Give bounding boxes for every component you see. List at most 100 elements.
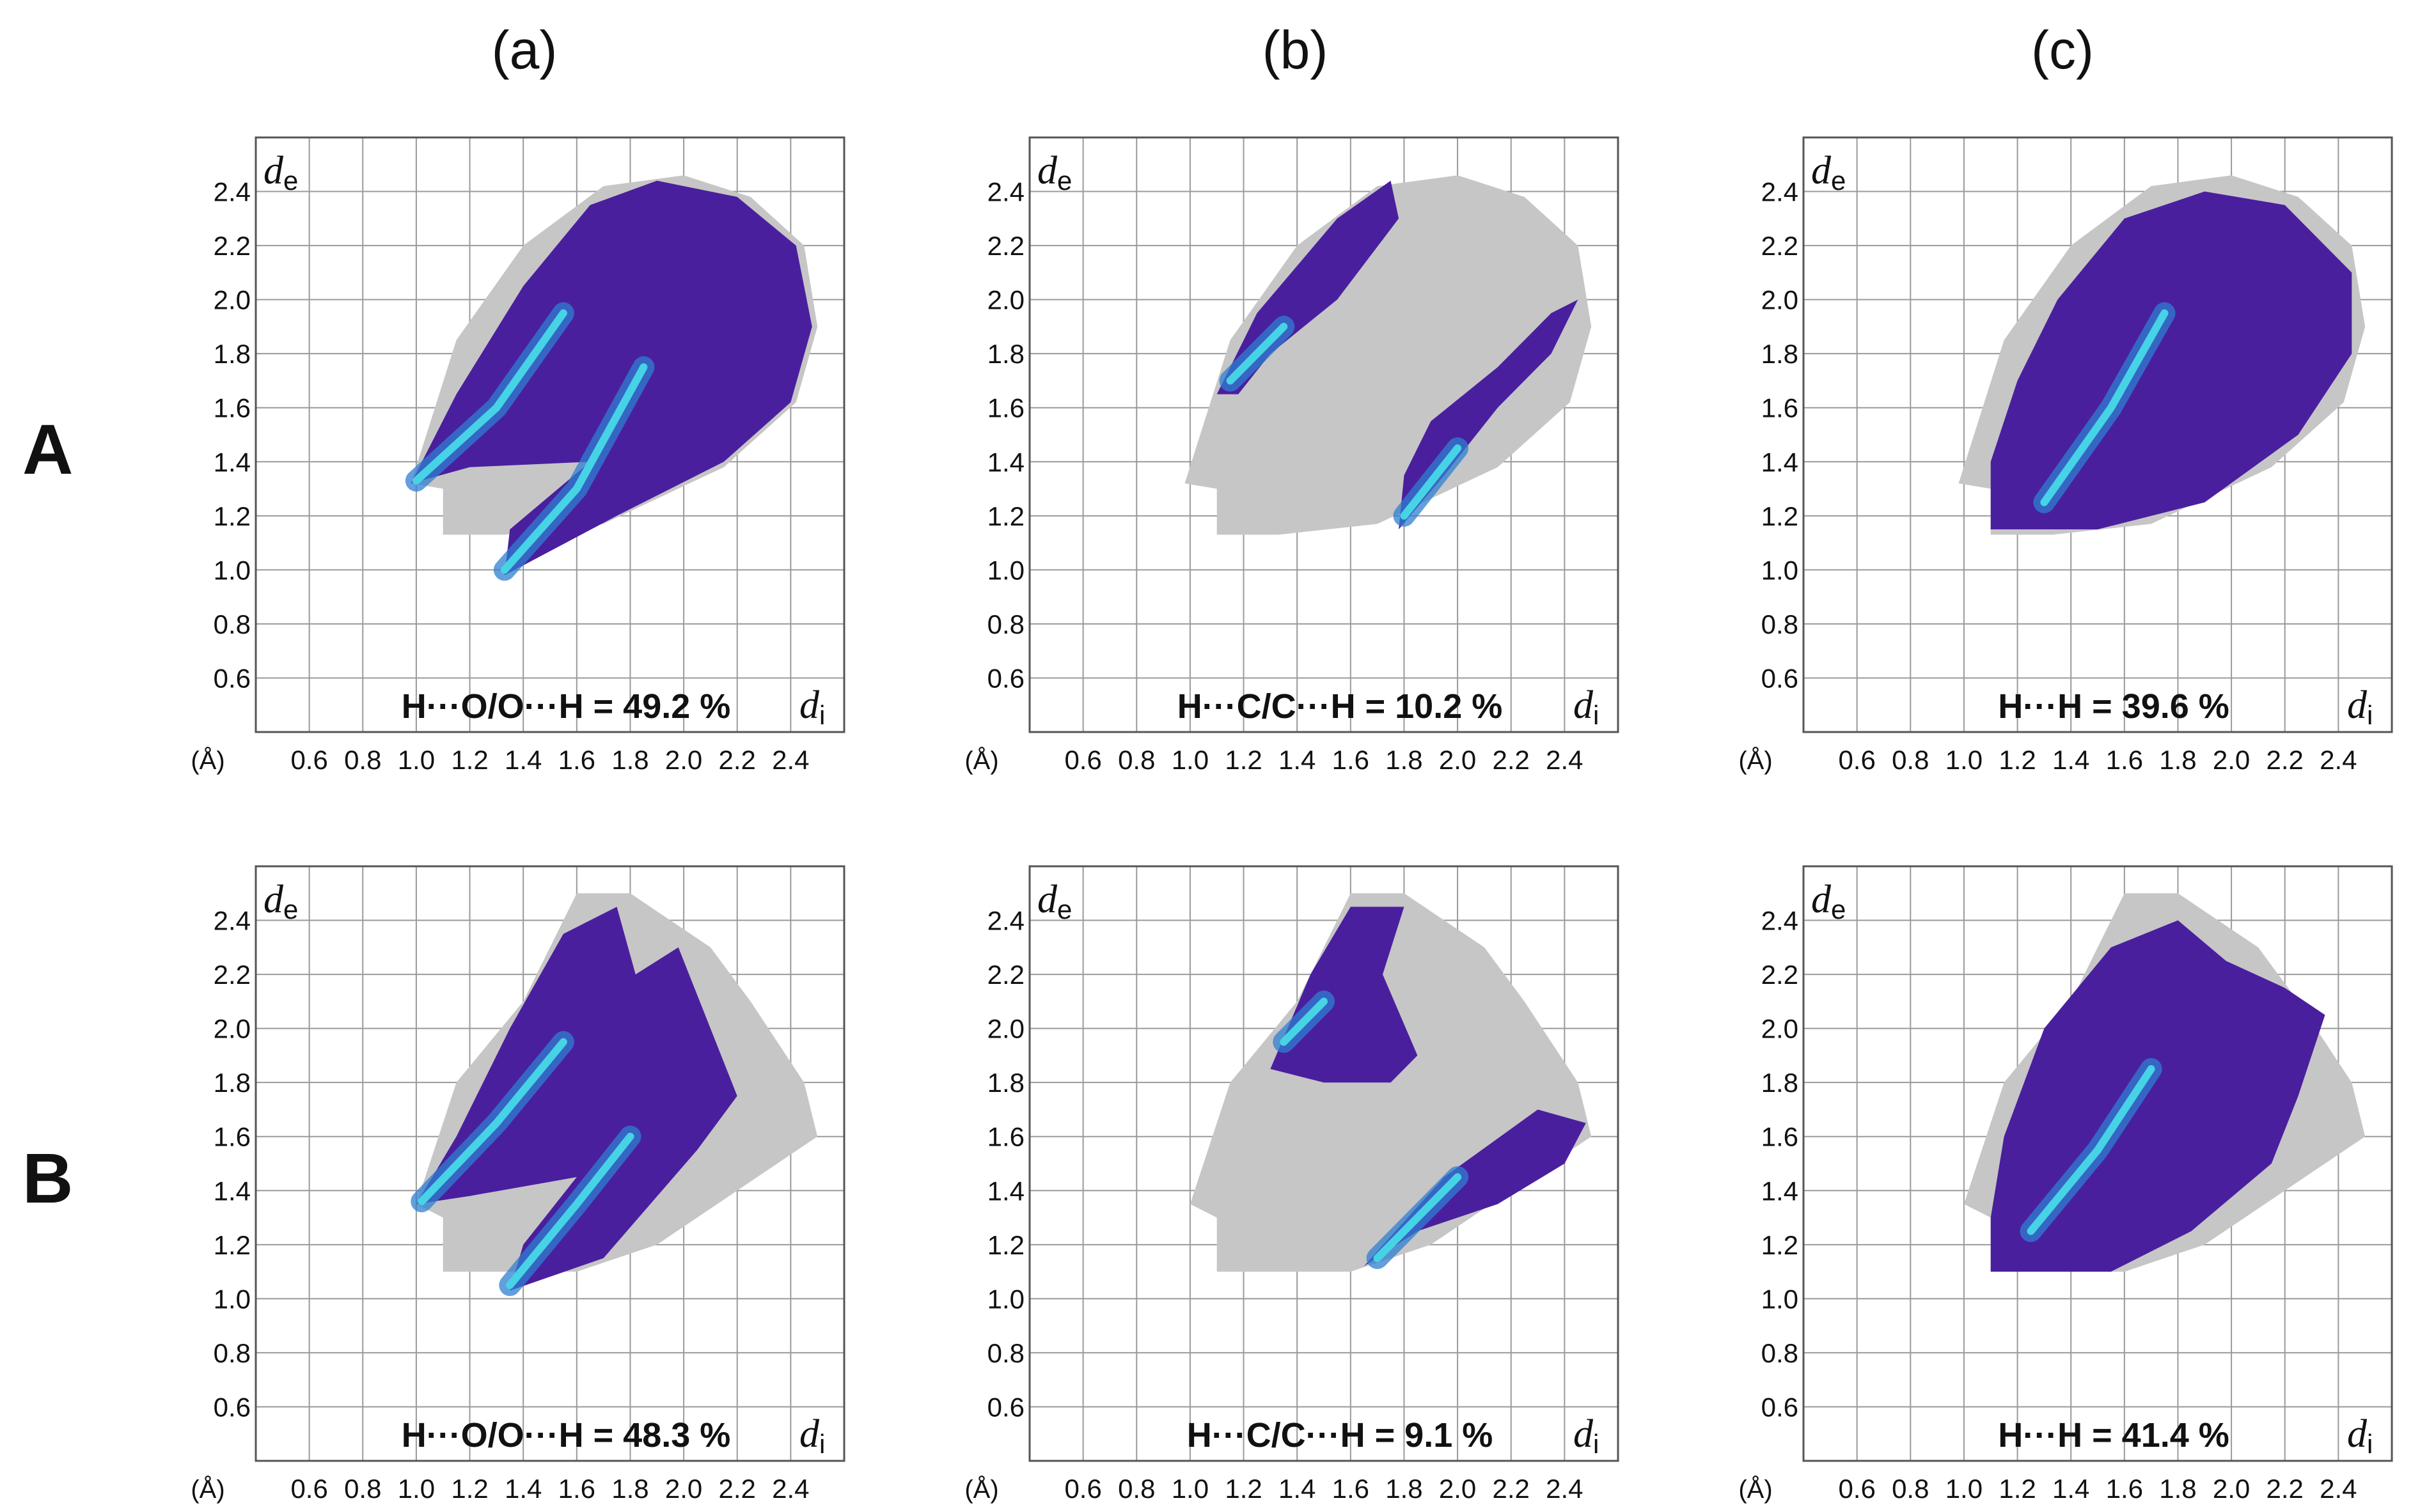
y-axis-var: d bbox=[1811, 149, 1832, 192]
x-tick-label: 1.2 bbox=[1999, 1474, 2036, 1504]
y-tick-label: 0.6 bbox=[214, 663, 251, 693]
x-tick-label: 1.0 bbox=[1945, 745, 1983, 775]
x-axis-label: di bbox=[799, 1412, 825, 1459]
y-tick-label: 2.2 bbox=[1761, 231, 1798, 261]
x-tick-label: 1.0 bbox=[398, 1474, 435, 1504]
y-tick-label: 2.0 bbox=[1761, 1014, 1798, 1044]
x-tick-label: 1.4 bbox=[1278, 745, 1316, 775]
fingerprint-contact-region bbox=[416, 907, 737, 1291]
x-tick-label: 1.6 bbox=[1332, 745, 1369, 775]
x-tick-label: 2.2 bbox=[719, 745, 756, 775]
y-tick-label: 2.0 bbox=[987, 285, 1025, 315]
x-tick-label: 2.4 bbox=[1546, 1474, 1583, 1504]
plot-frame bbox=[255, 865, 845, 1462]
x-tick-label: 1.4 bbox=[505, 745, 542, 775]
x-tick-label: 1.8 bbox=[2159, 745, 2196, 775]
x-tick-label: 2.4 bbox=[2320, 1474, 2357, 1504]
x-tick-label: 0.8 bbox=[344, 745, 381, 775]
y-tick-label: 2.4 bbox=[987, 906, 1025, 936]
x-axis-sub: i bbox=[1593, 700, 1599, 730]
y-tick-label: 1.8 bbox=[1761, 1068, 1798, 1098]
y-tick-label: 2.4 bbox=[1761, 177, 1798, 207]
x-axis-label: di bbox=[1573, 683, 1599, 730]
y-tick-label: 1.8 bbox=[987, 339, 1025, 369]
fingerprint-density-ridge bbox=[2040, 309, 2169, 506]
fingerprint-density-ridge bbox=[500, 363, 648, 574]
fingerprint-density-ridge bbox=[1280, 997, 1328, 1046]
x-tick-label: 1.4 bbox=[1278, 1474, 1316, 1504]
x-tick-label: 2.2 bbox=[1493, 1474, 1530, 1504]
x-tick-label: 0.8 bbox=[1118, 1474, 1155, 1504]
fingerprint-plot-A-c: 0.6 0.8 1.0 1.2 1.4 1.6 1.8 2.0 2.2 2.4 0.6 0.8 1.0 1… bbox=[1738, 136, 2393, 775]
x-tick-label: 0.6 bbox=[1064, 1474, 1101, 1504]
row-label-A: A bbox=[22, 410, 74, 489]
x-tick-label: 2.0 bbox=[1439, 745, 1476, 775]
x-axis-var: d bbox=[1573, 683, 1594, 727]
x-tick-label: 1.4 bbox=[2052, 745, 2089, 775]
axis-unit-label: (Å) bbox=[1738, 746, 1772, 775]
x-tick-label: 0.6 bbox=[1838, 745, 1875, 775]
x-tick-label: 1.8 bbox=[2159, 1474, 2196, 1504]
fingerprint-density-ridge bbox=[418, 1038, 567, 1206]
fingerprint-plot-B-b: 0.6 0.8 1.0 1.2 1.4 1.6 1.8 2.0 2.2 2.4 0.6 0.8 1.0 1… bbox=[964, 865, 1619, 1504]
y-axis-sub: e bbox=[1057, 166, 1072, 196]
y-axis-sub: e bbox=[1057, 894, 1072, 924]
fingerprint-plot-B-a: 0.6 0.8 1.0 1.2 1.4 1.6 1.8 2.0 2.2 2.4 0.6 0.8 1.0 1… bbox=[191, 865, 845, 1504]
y-tick-label: 1.6 bbox=[1761, 1122, 1798, 1152]
x-tick-label: 0.6 bbox=[290, 745, 327, 775]
x-tick-label: 0.8 bbox=[1892, 745, 1929, 775]
fingerprint-density-ridge bbox=[412, 309, 567, 485]
y-tick-label: 1.6 bbox=[214, 1122, 251, 1152]
x-axis-var: d bbox=[2347, 1412, 2368, 1456]
y-axis-sub: e bbox=[1831, 894, 1846, 924]
x-tick-label: 1.2 bbox=[451, 1474, 488, 1504]
x-tick-label: 2.0 bbox=[2213, 1474, 2250, 1504]
x-tick-label: 2.2 bbox=[1493, 745, 1530, 775]
y-axis-label: de bbox=[1037, 149, 1072, 196]
plot-frame bbox=[1802, 865, 2393, 1462]
y-tick-label: 2.2 bbox=[214, 231, 251, 261]
y-tick-label: 0.6 bbox=[1761, 663, 1798, 693]
axis-unit-label: (Å) bbox=[1738, 1475, 1772, 1504]
x-tick-label: 1.2 bbox=[1225, 1474, 1262, 1504]
y-tick-label: 1.4 bbox=[214, 447, 251, 477]
x-tick-label: 2.4 bbox=[2320, 745, 2357, 775]
y-axis-var: d bbox=[1811, 878, 1832, 921]
x-axis-var: d bbox=[1573, 1412, 1594, 1456]
x-axis-var: d bbox=[2347, 683, 2368, 727]
plot-frame bbox=[1028, 136, 1619, 733]
y-tick-label: 1.2 bbox=[1761, 1230, 1798, 1260]
x-tick-label: 1.8 bbox=[1385, 745, 1422, 775]
plot-frame bbox=[255, 136, 845, 733]
x-tick-label: 0.6 bbox=[290, 1474, 327, 1504]
y-tick-label: 0.8 bbox=[1761, 609, 1798, 639]
fingerprint-density-ridge bbox=[2027, 1065, 2155, 1235]
x-tick-label: 1.6 bbox=[558, 745, 595, 775]
x-axis-label: di bbox=[799, 683, 825, 730]
x-tick-label: 1.0 bbox=[1172, 745, 1209, 775]
x-tick-label: 1.8 bbox=[611, 1474, 648, 1504]
x-tick-label: 2.0 bbox=[1439, 1474, 1476, 1504]
fingerprint-density-ridge bbox=[1226, 322, 1288, 385]
y-tick-label: 1.0 bbox=[1761, 555, 1798, 585]
y-tick-label: 1.4 bbox=[1761, 1176, 1798, 1206]
x-tick-label: 0.8 bbox=[344, 1474, 381, 1504]
y-tick-label: 2.2 bbox=[987, 231, 1025, 261]
x-tick-label: 0.6 bbox=[1064, 745, 1101, 775]
y-tick-label: 1.2 bbox=[987, 501, 1025, 531]
y-tick-label: 2.4 bbox=[214, 906, 251, 936]
y-tick-label: 1.8 bbox=[214, 1068, 251, 1098]
y-axis-var: d bbox=[263, 878, 284, 921]
x-tick-label: 1.6 bbox=[558, 1474, 595, 1504]
axis-unit-label: (Å) bbox=[191, 746, 224, 775]
x-tick-label: 1.4 bbox=[505, 1474, 542, 1504]
plot-frame bbox=[1028, 865, 1619, 1462]
y-axis-sub: e bbox=[283, 166, 298, 196]
contact-percentage-label: H···C/C···H = 10.2 % bbox=[1177, 687, 1503, 726]
x-axis-label: di bbox=[2347, 1412, 2373, 1459]
y-tick-label: 2.0 bbox=[1761, 285, 1798, 315]
y-tick-label: 0.6 bbox=[214, 1392, 251, 1422]
y-tick-label: 1.6 bbox=[987, 1122, 1025, 1152]
y-tick-label: 1.6 bbox=[214, 393, 251, 423]
y-tick-label: 1.0 bbox=[214, 555, 251, 585]
